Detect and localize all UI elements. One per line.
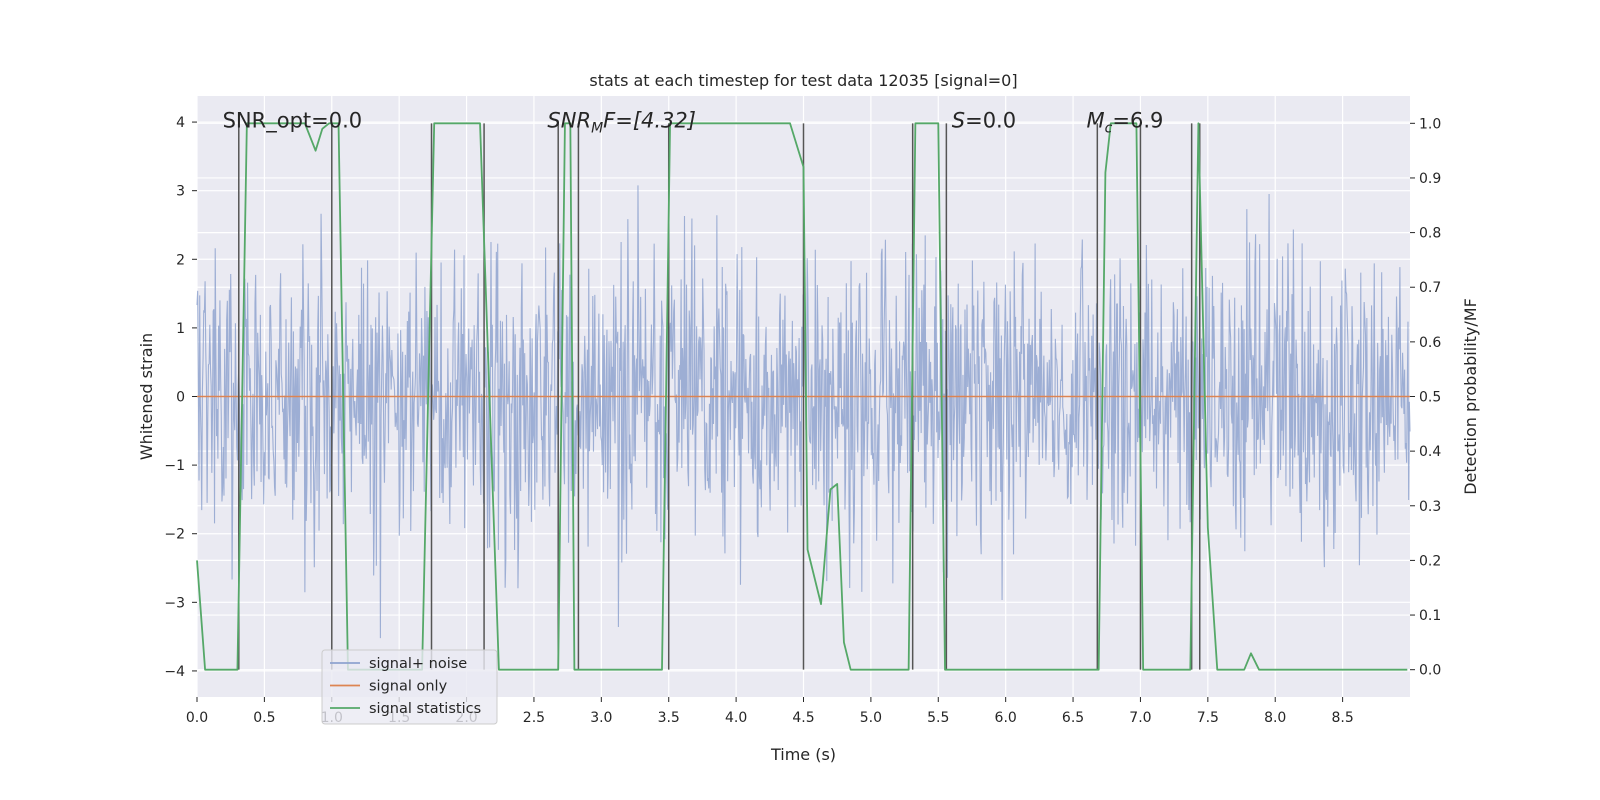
x-tick-label: 4.0 bbox=[725, 710, 747, 726]
y-axis-label: Whitened strain bbox=[137, 333, 156, 460]
legend: signal+ noise signal only signal statist… bbox=[321, 649, 498, 725]
x-tick-label: 7.5 bbox=[1197, 710, 1219, 726]
x-tick-label: 4.5 bbox=[792, 710, 814, 726]
x-tick-label: 5.5 bbox=[927, 710, 949, 726]
x-tick-label: 8.0 bbox=[1264, 710, 1286, 726]
x-axis-label: Time (s) bbox=[770, 745, 836, 764]
annotation-snr-mf-main: SNR bbox=[547, 109, 591, 133]
y2-tick-label: 0.9 bbox=[1419, 171, 1441, 187]
x-tick-label: 3.5 bbox=[658, 710, 680, 726]
y2-tick-label: 0.7 bbox=[1419, 280, 1441, 296]
annotation-s-tail: =0.0 bbox=[965, 109, 1016, 133]
y2-axis-ticks: 1.0 0.9 0.8 0.7 0.6 0.5 0.4 0.3 0.2 0.1 0.0 bbox=[1410, 116, 1441, 679]
annotation-mc-main: M bbox=[1087, 109, 1105, 133]
y2-axis-label: Detection probability/MF bbox=[1461, 298, 1480, 495]
y2-tick-label: 0.6 bbox=[1419, 335, 1441, 351]
y-tick-label: 0 bbox=[176, 390, 185, 406]
x-tick-label: 2.5 bbox=[523, 710, 545, 726]
y-tick-label: 2 bbox=[176, 252, 185, 268]
annotation-s-main: S bbox=[952, 109, 965, 133]
y-tick-label: −2 bbox=[164, 527, 185, 543]
legend-box bbox=[321, 649, 498, 725]
annotation-snr-mf-sub: M bbox=[591, 121, 603, 137]
y-tick-label: −3 bbox=[164, 595, 185, 611]
y2-tick-label: 0.1 bbox=[1419, 608, 1441, 624]
y2-tick-label: 0.2 bbox=[1419, 553, 1441, 569]
x-tick-label: 7.0 bbox=[1129, 710, 1151, 726]
y-tick-label: −1 bbox=[164, 458, 185, 474]
legend-label-signal-only: signal only bbox=[369, 679, 448, 695]
chart-title: stats at each timestep for test data 120… bbox=[589, 71, 1017, 90]
series-line-signal-statistics bbox=[196, 122, 1408, 671]
series-signal-statistics bbox=[196, 122, 1408, 671]
annotation-s: S=0.0 bbox=[952, 109, 1016, 133]
y-tick-label: −4 bbox=[164, 664, 185, 680]
annotation-mc-sub: c bbox=[1105, 121, 1113, 137]
y2-tick-label: 0.5 bbox=[1419, 390, 1441, 406]
y2-tick-label: 0.0 bbox=[1419, 663, 1441, 679]
annotation-mc: Mc=6.9 bbox=[1087, 109, 1164, 137]
annotation-snr-mf: SNRMF=[4.32] bbox=[547, 109, 696, 137]
y2-tick-label: 0.8 bbox=[1419, 226, 1441, 242]
x-tick-label: 8.5 bbox=[1331, 710, 1353, 726]
annotation-snr-opt: SNR_opt=0.0 bbox=[223, 109, 363, 134]
y-tick-label: 4 bbox=[176, 115, 185, 131]
annotation-mc-tail: =6.9 bbox=[1112, 109, 1163, 133]
x-tick-label: 6.0 bbox=[995, 710, 1017, 726]
y2-tick-label: 1.0 bbox=[1419, 116, 1441, 132]
x-tick-label: 0.5 bbox=[253, 710, 275, 726]
y-tick-label: 1 bbox=[176, 321, 185, 337]
annotation-snr-mf-tail: F=[4.32] bbox=[603, 109, 696, 133]
x-tick-label: 0.0 bbox=[186, 710, 208, 726]
x-tick-label: 5.0 bbox=[860, 710, 882, 726]
legend-label-signal-noise: signal+ noise bbox=[369, 656, 467, 672]
y2-tick-label: 0.3 bbox=[1419, 499, 1441, 515]
x-tick-label: 3.0 bbox=[590, 710, 612, 726]
legend-label-signal-statistics: signal statistics bbox=[369, 701, 481, 717]
y-axis-ticks: 4 3 2 1 0 −1 −2 −3 −4 bbox=[164, 115, 197, 680]
y-tick-label: 3 bbox=[176, 184, 185, 200]
y2-tick-label: 0.4 bbox=[1419, 444, 1441, 460]
x-tick-label: 6.5 bbox=[1062, 710, 1084, 726]
